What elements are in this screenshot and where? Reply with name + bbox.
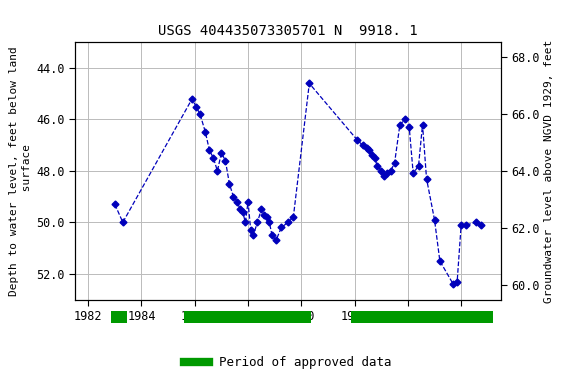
Legend: Period of approved data: Period of approved data <box>179 351 397 374</box>
Y-axis label: Depth to water level, feet below land
 surface: Depth to water level, feet below land su… <box>9 46 32 296</box>
Y-axis label: Groundwater level above NGVD 1929, feet: Groundwater level above NGVD 1929, feet <box>544 39 554 303</box>
Bar <box>351 311 493 323</box>
Bar <box>111 311 127 323</box>
Title: USGS 404435073305701 N  9918. 1: USGS 404435073305701 N 9918. 1 <box>158 24 418 38</box>
Bar <box>184 311 310 323</box>
